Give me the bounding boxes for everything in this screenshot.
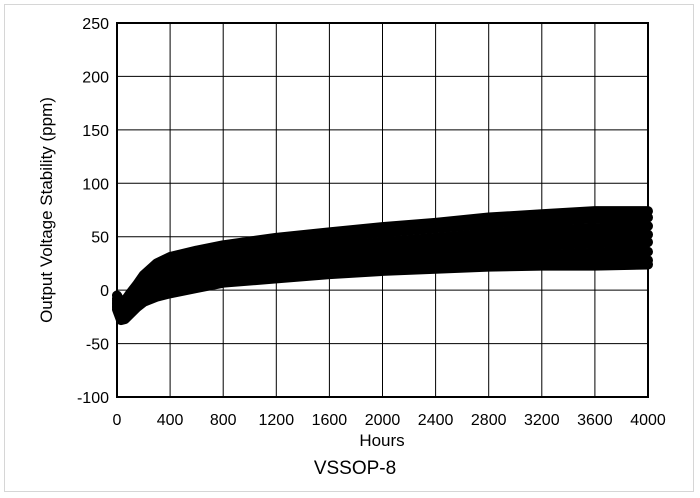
y-tick-label: 100 [82, 176, 109, 193]
y-tick-label: 250 [82, 16, 109, 33]
y-tick-label: 0 [100, 283, 109, 300]
y-tick-label: 50 [91, 230, 109, 247]
x-tick-label: 400 [157, 412, 184, 429]
x-tick-label: 2800 [471, 412, 507, 429]
chart-title: VSSOP-8 [314, 458, 396, 479]
plot-border [116, 22, 649, 398]
y-tick-label: 200 [82, 69, 109, 86]
x-tick-labels: 0 400 800 1200 1600 2000 2400 2800 3200 3600 4000 [113, 412, 666, 429]
y-tick-label: -50 [86, 337, 109, 354]
x-tick-label: 4000 [630, 412, 666, 429]
y-tick-labels: 250 200 150 100 50 0 -50 -100 [77, 16, 109, 407]
y-axis-label: Output Voltage Stability (ppm) [37, 97, 56, 323]
y-tick-label: -100 [77, 390, 109, 407]
y-tick-label: 150 [82, 123, 109, 140]
x-axis-label: Hours [359, 431, 404, 450]
x-tick-label: 0 [113, 412, 122, 429]
series-line-8 [112, 259, 653, 326]
x-tick-label: 1600 [312, 412, 348, 429]
x-tick-label: 800 [210, 412, 237, 429]
x-tick-label: 3200 [524, 412, 560, 429]
x-tick-label: 3600 [577, 412, 613, 429]
x-tick-label: 2000 [365, 412, 401, 429]
x-tick-label: 2400 [418, 412, 454, 429]
series-group [112, 206, 653, 326]
x-tick-label: 1200 [259, 412, 295, 429]
